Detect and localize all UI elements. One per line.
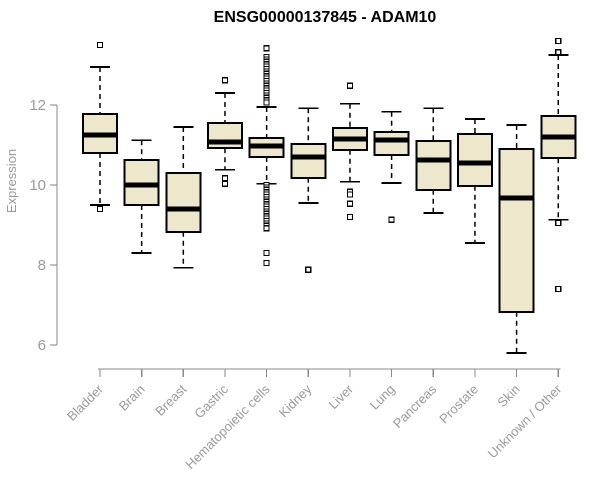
outlier-point [346,213,354,221]
outlier-point [263,259,270,267]
x-tick-label: Skin [494,382,522,410]
outlier-point [555,219,562,227]
x-tick-label: Kidney [276,381,315,420]
outlier-point [305,266,312,273]
x-tick-label: Pancreas [390,381,440,431]
y-tick-label: 8 [38,257,46,274]
y-tick-label: 6 [38,337,46,354]
y-axis-label: Expression [4,148,19,214]
box-lung [373,111,410,223]
x-tick-label: Bladder [64,381,107,424]
x-tick-label: Prostate [436,382,481,427]
x-tick-label: Unknown / Other [485,381,565,461]
outlier-point [263,225,270,232]
outlier-point [388,216,395,223]
outlier-point [96,41,104,49]
chart-title: ENSG00000137845 - ADAM10 [213,9,437,26]
x-tick-label: Lung [367,382,398,413]
box-gastric [206,77,243,187]
x-tick-label: Gastric [191,381,231,421]
box-hematopoietic-cells [248,45,285,267]
box-kidney [290,107,327,273]
box-liver [331,82,368,221]
y-tick-label: 12 [29,97,46,114]
iqr-box [498,148,535,313]
x-tick-label: Breast [152,381,189,418]
iqr-box [290,143,327,179]
outlier-point [263,99,270,106]
outlier-point [221,77,229,84]
outlier-point [263,45,270,52]
iqr-box [373,130,410,157]
y-tick-label: 10 [29,177,46,194]
outlier-point [96,205,104,213]
box-pancreas [415,107,452,214]
outlier-point [263,249,270,257]
outlier-point [221,175,229,182]
x-tick-label: Liver [326,381,357,412]
outlier-point [221,180,229,187]
iqr-box [415,140,452,191]
box-prostate [456,118,493,244]
box-unknown-other [540,37,577,293]
outlier-point [346,191,354,198]
outlier-point [555,49,562,56]
box-skin [498,124,535,354]
outlier-point [555,37,562,45]
iqr-box [165,172,202,233]
box-breast [165,126,202,269]
outlier-point [346,200,354,207]
iqr-box [456,132,493,187]
outlier-point [346,82,354,89]
box-bladder [82,41,118,213]
x-tick-label: Brain [116,382,148,414]
outlier-point [555,285,562,293]
box-brain [123,139,160,254]
